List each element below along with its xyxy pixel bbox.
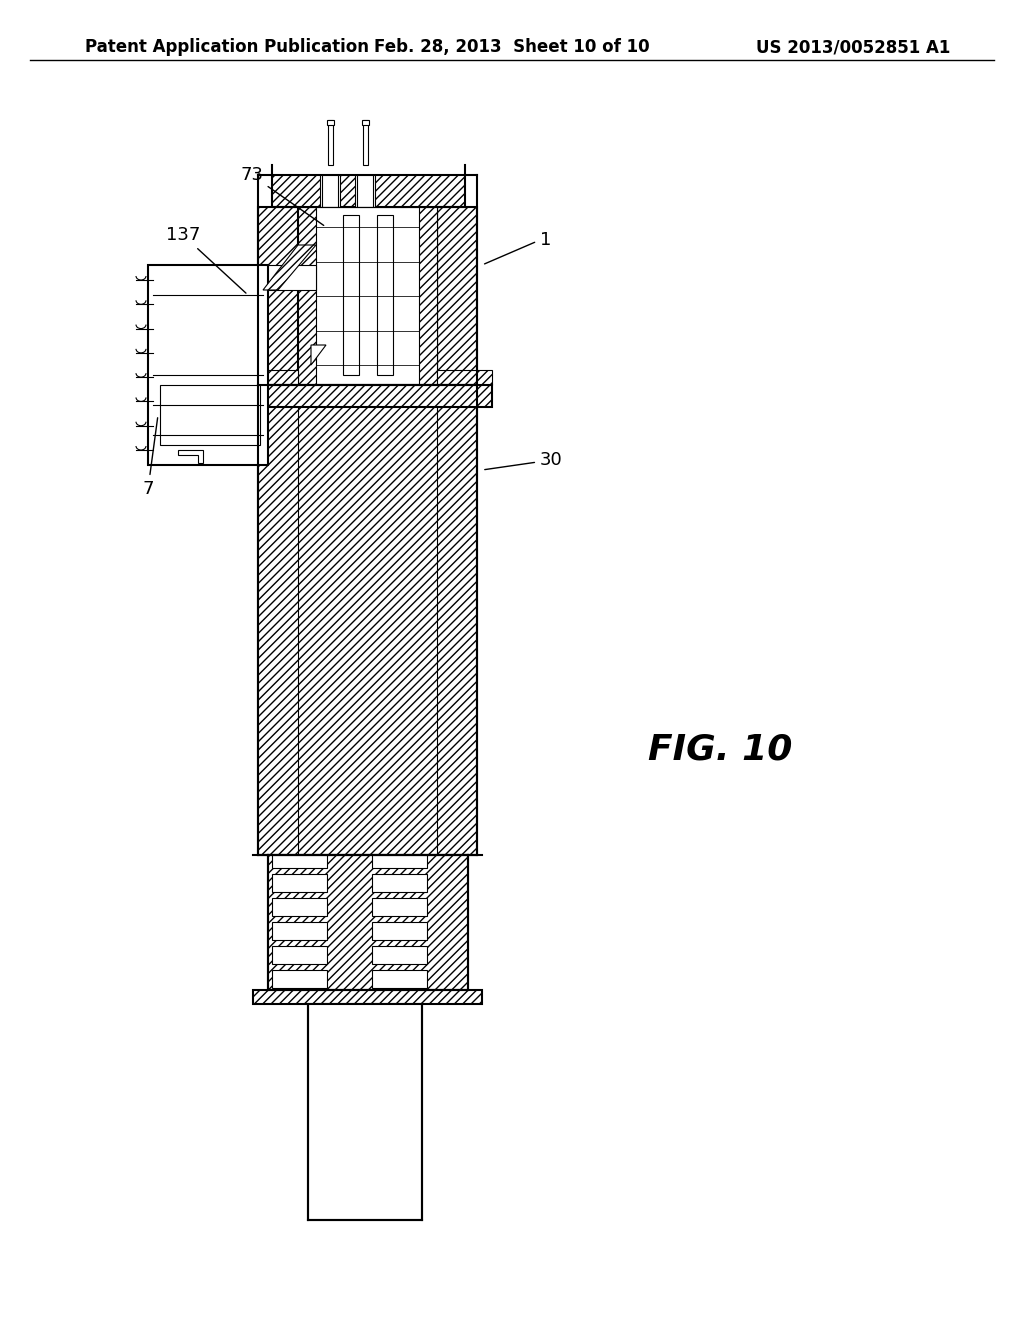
Bar [372, 921, 427, 940]
Text: 1: 1 [484, 231, 551, 264]
Bar [272, 898, 327, 916]
Bar [328, 120, 333, 165]
Bar [372, 874, 427, 892]
Bar [258, 207, 298, 385]
Text: Feb. 28, 2013  Sheet 10 of 10: Feb. 28, 2013 Sheet 10 of 10 [374, 38, 650, 55]
Bar [272, 946, 327, 964]
Text: 73: 73 [240, 166, 324, 226]
Bar [372, 970, 427, 987]
Bar [160, 385, 260, 445]
Text: FIG. 10: FIG. 10 [648, 733, 793, 767]
Bar [272, 874, 327, 892]
Bar [419, 207, 437, 385]
Text: 137: 137 [166, 226, 246, 293]
Text: 30: 30 [484, 451, 563, 470]
Text: US 2013/0052851 A1: US 2013/0052851 A1 [756, 38, 950, 55]
Bar [243, 385, 492, 407]
Text: Patent Application Publication: Patent Application Publication [85, 38, 369, 55]
Bar [355, 176, 375, 207]
Bar [372, 855, 427, 869]
Polygon shape [311, 345, 326, 366]
Bar [362, 120, 368, 165]
Bar [437, 207, 477, 385]
Bar [243, 370, 298, 385]
Bar [298, 207, 316, 385]
Bar [319, 176, 340, 207]
Bar [362, 120, 369, 125]
Polygon shape [178, 450, 203, 463]
Bar [372, 946, 427, 964]
Bar [272, 855, 327, 869]
Bar [148, 265, 268, 465]
Bar [272, 176, 465, 207]
Bar [272, 921, 327, 940]
Bar [298, 207, 437, 385]
Bar [377, 215, 392, 375]
Bar [357, 176, 373, 207]
Bar [253, 990, 482, 1005]
Bar [327, 120, 334, 125]
Bar [372, 898, 427, 916]
Polygon shape [268, 265, 316, 290]
Bar [272, 970, 327, 987]
Bar [322, 176, 338, 207]
Text: 7: 7 [142, 417, 158, 498]
Polygon shape [263, 246, 316, 290]
Bar [342, 215, 358, 375]
Bar [268, 855, 468, 990]
Bar [258, 385, 477, 855]
Bar [308, 1005, 422, 1220]
Bar [437, 370, 492, 385]
